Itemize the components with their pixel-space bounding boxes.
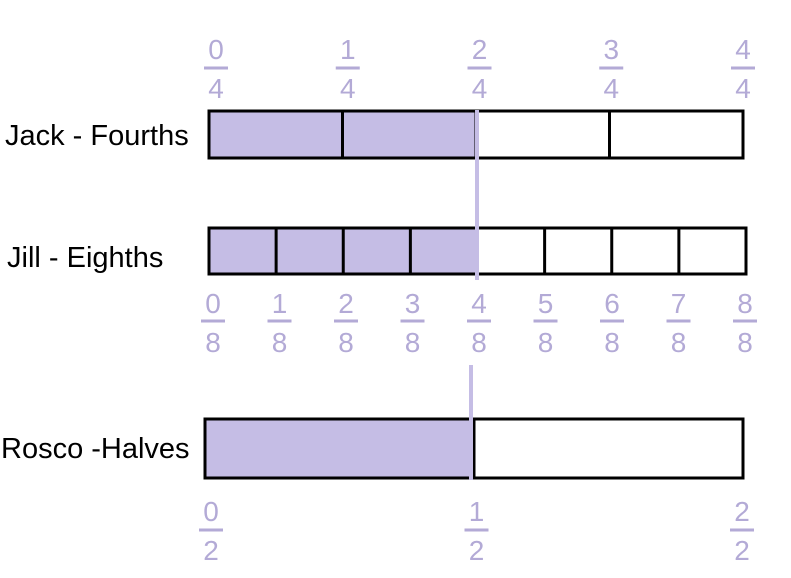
fraction-label: 08 [201, 288, 225, 358]
fraction-numerator: 0 [208, 34, 224, 65]
fraction-label: 44 [731, 34, 755, 104]
fraction-denominator: 4 [472, 73, 488, 104]
fraction-label: 78 [666, 288, 691, 358]
fraction-label: 88 [733, 288, 757, 358]
fraction-denominator: 4 [735, 73, 751, 104]
fraction-label: 28 [334, 288, 358, 358]
fraction-denominator: 2 [734, 535, 750, 566]
fraction-numerator: 6 [604, 288, 620, 319]
fourths-bar [207, 109, 745, 160]
row-label-jill: Jill - Eighths [7, 242, 163, 274]
fraction-denominator: 8 [272, 327, 288, 358]
shaded-part [276, 228, 344, 274]
fraction-label: 02 [199, 496, 223, 566]
fraction-numerator: 1 [340, 34, 356, 65]
fraction-numerator: 3 [405, 288, 421, 319]
fraction-label: 68 [600, 288, 624, 358]
fraction-label: 34 [599, 34, 624, 104]
fraction-denominator: 4 [208, 73, 224, 104]
row-label-rosco: Rosco -Halves [1, 433, 190, 465]
fraction-numerator: 8 [737, 288, 753, 319]
halves-bar [203, 417, 745, 480]
fraction-label: 48 [467, 288, 491, 358]
eighths-bar [207, 226, 748, 276]
fraction-label: 04 [204, 34, 228, 104]
fraction-label: 22 [730, 496, 754, 566]
fraction-denominator: 8 [338, 327, 354, 358]
shaded-part [343, 228, 411, 274]
fraction-denominator: 4 [603, 73, 619, 104]
fraction-denominator: 8 [471, 327, 487, 358]
fraction-numerator: 0 [205, 288, 221, 319]
fraction-label: 14 [335, 34, 360, 104]
fraction-denominator: 8 [604, 327, 620, 358]
fraction-numerator: 4 [471, 288, 487, 319]
fraction-label: 12 [464, 496, 489, 566]
fraction-numerator: 2 [734, 496, 750, 527]
fraction-numerator: 2 [472, 34, 488, 65]
fraction-label: 24 [467, 34, 492, 104]
fraction-denominator: 8 [405, 327, 421, 358]
fraction-label: 18 [267, 288, 292, 358]
fraction-numerator: 0 [203, 496, 219, 527]
fraction-denominator: 8 [205, 327, 221, 358]
fraction-numerator: 5 [538, 288, 554, 319]
fraction-denominator: 8 [671, 327, 687, 358]
fraction-numerator: 1 [272, 288, 288, 319]
fraction-denominator: 2 [203, 535, 219, 566]
fraction-numerator: 1 [469, 496, 485, 527]
fraction-denominator: 8 [737, 327, 753, 358]
fraction-numerator: 2 [338, 288, 354, 319]
shaded-part [342, 111, 476, 158]
shaded-part [209, 228, 277, 274]
shaded-part [209, 111, 343, 158]
shaded-part [205, 419, 474, 478]
row-label-jack: Jack - Fourths [5, 120, 189, 152]
fraction-label: 58 [533, 288, 558, 358]
fraction-numerator: 4 [735, 34, 751, 65]
fraction-denominator: 2 [469, 535, 485, 566]
fraction-denominator: 4 [340, 73, 356, 104]
shaded-part [410, 228, 478, 274]
fraction-numerator: 3 [603, 34, 619, 65]
fraction-numerator: 7 [671, 288, 687, 319]
fraction-label: 38 [400, 288, 425, 358]
fraction-denominator: 8 [538, 327, 554, 358]
